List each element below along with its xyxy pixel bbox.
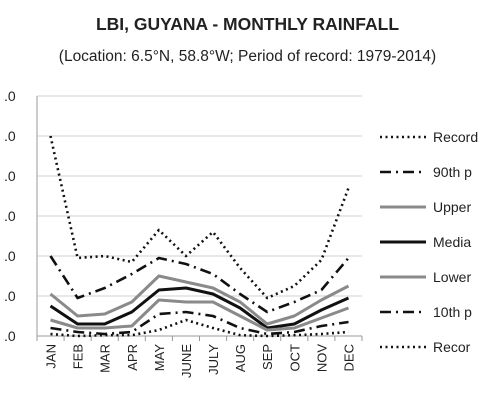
y-tick-label: .0: [4, 168, 16, 184]
x-tick-label: MAR: [98, 344, 113, 373]
y-tick-label: .0: [4, 208, 16, 224]
x-tick-label: DEC: [341, 344, 356, 371]
y-tick-label: .0: [4, 288, 16, 304]
legend-label: Media: [433, 234, 471, 250]
legend-label: 10th p: [433, 304, 472, 320]
series-line: [49, 286, 350, 330]
y-tick-label: .0: [4, 128, 16, 144]
chart-title: LBI, GUYANA - MONTHLY RAINFALL: [95, 14, 400, 34]
series-line: [49, 255, 350, 314]
x-tick-label: JULY: [206, 344, 221, 375]
chart-subtitle: (Location: 6.5°N, 58.8°W; Period of reco…: [58, 48, 437, 65]
x-tick-label: JUNE: [179, 344, 194, 378]
x-tick-label: SEP: [260, 344, 275, 370]
series-line: [50, 298, 350, 332]
series-line: [49, 135, 350, 300]
x-tick-label: MAY: [152, 344, 167, 372]
series-line: [50, 318, 349, 338]
x-tick-label: JAN: [44, 344, 59, 369]
x-tick-label: APR: [125, 344, 140, 371]
series-line: [50, 310, 349, 336]
legend-label: Lower: [433, 269, 471, 285]
legend-label: Record: [433, 129, 478, 145]
series-line: [49, 274, 350, 326]
y-tick-label: .0: [4, 88, 16, 104]
y-tick-label: .0: [4, 328, 16, 344]
x-tick-label: AUG: [233, 344, 248, 372]
x-tick-label: FEB: [71, 344, 86, 369]
y-tick-label: .0: [4, 248, 16, 264]
x-tick-label: OCT: [287, 344, 302, 372]
legend-label: Upper: [433, 199, 471, 215]
legend-label: 90th p: [433, 164, 472, 180]
legend-label: Recor: [433, 339, 471, 355]
x-tick-label: NOV: [314, 344, 329, 373]
